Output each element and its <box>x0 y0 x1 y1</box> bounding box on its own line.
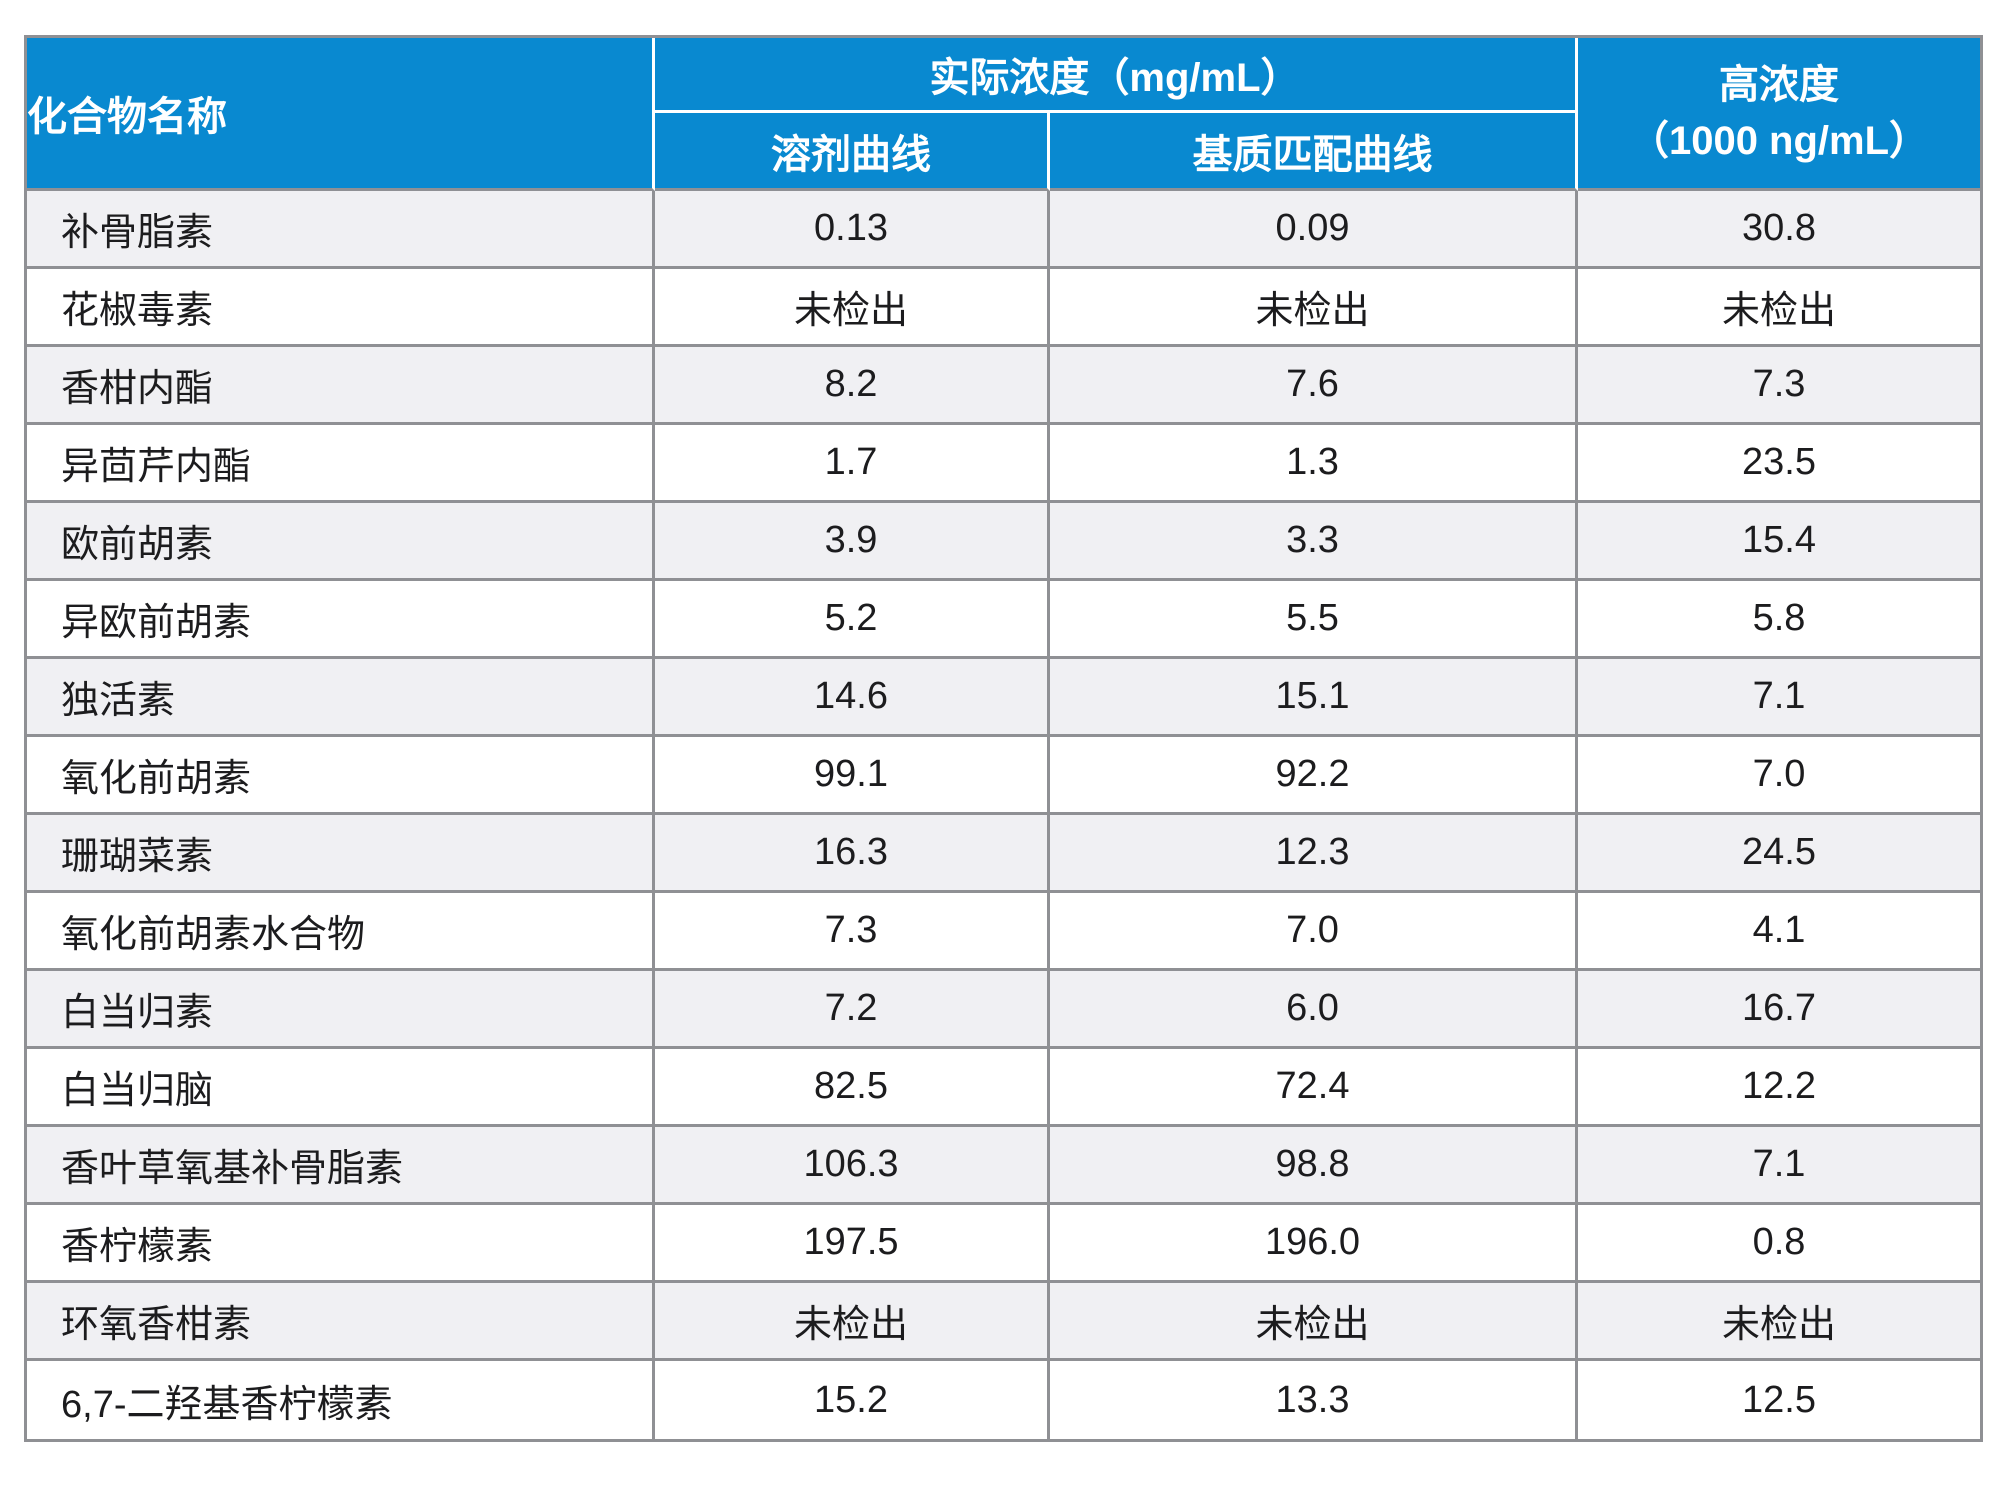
high-concentration-value-cell: 30.8 <box>1578 191 1980 269</box>
solvent-curve-value-cell: 未检出 <box>655 1283 1050 1361</box>
solvent-curve-value-cell: 7.2 <box>655 971 1050 1049</box>
matrix-curve-value-cell: 98.8 <box>1050 1127 1578 1205</box>
table-row: 香叶草氧基补骨脂素 106.3 98.8 7.1 <box>27 1127 1980 1205</box>
matrix-curve-value-cell: 15.1 <box>1050 659 1578 737</box>
concentration-table: 化合物名称 实际浓度（mg/mL） 高浓度 （1000 ng/mL） 溶剂曲线 … <box>24 35 1983 1442</box>
header-solvent-curve: 溶剂曲线 <box>655 113 1050 191</box>
compound-name-cell: 花椒毒素 <box>27 269 655 347</box>
matrix-curve-value-cell: 196.0 <box>1050 1205 1578 1283</box>
solvent-curve-value-cell: 1.7 <box>655 425 1050 503</box>
matrix-curve-value-cell: 12.3 <box>1050 815 1578 893</box>
high-concentration-value-cell: 未检出 <box>1578 269 1980 347</box>
solvent-curve-value-cell: 0.13 <box>655 191 1050 269</box>
matrix-curve-value-cell: 3.3 <box>1050 503 1578 581</box>
table-row: 6,7-二羟基香柠檬素 15.2 13.3 12.5 <box>27 1361 1980 1439</box>
header-actual-concentration: 实际浓度（mg/mL） <box>655 38 1578 113</box>
matrix-curve-value-cell: 未检出 <box>1050 1283 1578 1361</box>
table-row: 花椒毒素 未检出 未检出 未检出 <box>27 269 1980 347</box>
table-row: 氧化前胡素水合物 7.3 7.0 4.1 <box>27 893 1980 971</box>
high-concentration-value-cell: 12.2 <box>1578 1049 1980 1127</box>
high-concentration-value-cell: 未检出 <box>1578 1283 1980 1361</box>
solvent-curve-value-cell: 82.5 <box>655 1049 1050 1127</box>
high-concentration-value-cell: 7.1 <box>1578 1127 1980 1205</box>
compound-name-cell: 氧化前胡素 <box>27 737 655 815</box>
compound-name-cell: 欧前胡素 <box>27 503 655 581</box>
high-concentration-value-cell: 4.1 <box>1578 893 1980 971</box>
header-compound-name: 化合物名称 <box>27 38 655 191</box>
high-concentration-value-cell: 12.5 <box>1578 1361 1980 1439</box>
high-concentration-value-cell: 5.8 <box>1578 581 1980 659</box>
header-matrix-matched-curve: 基质匹配曲线 <box>1050 113 1578 191</box>
table-row: 香柑内酯 8.2 7.6 7.3 <box>27 347 1980 425</box>
high-concentration-value-cell: 24.5 <box>1578 815 1980 893</box>
compound-name-cell: 白当归素 <box>27 971 655 1049</box>
table-row: 白当归素 7.2 6.0 16.7 <box>27 971 1980 1049</box>
table-body: 补骨脂素 0.13 0.09 30.8 花椒毒素 未检出 未检出 未检出 香柑内酯 8.2 7.6 7… <box>27 191 1980 1439</box>
compound-name-cell: 珊瑚菜素 <box>27 815 655 893</box>
compound-name-cell: 6,7-二羟基香柠檬素 <box>27 1361 655 1439</box>
compound-name-cell: 氧化前胡素水合物 <box>27 893 655 971</box>
table-row: 环氧香柑素 未检出 未检出 未检出 <box>27 1283 1980 1361</box>
header-high-concentration-line1: 高浓度 <box>1719 63 1839 107</box>
table-row: 香柠檬素 197.5 196.0 0.8 <box>27 1205 1980 1283</box>
solvent-curve-value-cell: 16.3 <box>655 815 1050 893</box>
matrix-curve-value-cell: 0.09 <box>1050 191 1578 269</box>
table-row: 异茴芹内酯 1.7 1.3 23.5 <box>27 425 1980 503</box>
high-concentration-value-cell: 7.0 <box>1578 737 1980 815</box>
solvent-curve-value-cell: 15.2 <box>655 1361 1050 1439</box>
header-row-2: 溶剂曲线 基质匹配曲线 <box>27 113 1980 191</box>
high-concentration-value-cell: 23.5 <box>1578 425 1980 503</box>
high-concentration-value-cell: 0.8 <box>1578 1205 1980 1283</box>
matrix-curve-value-cell: 未检出 <box>1050 269 1578 347</box>
compound-name-cell: 异茴芹内酯 <box>27 425 655 503</box>
matrix-curve-value-cell: 1.3 <box>1050 425 1578 503</box>
solvent-curve-value-cell: 14.6 <box>655 659 1050 737</box>
high-concentration-value-cell: 15.4 <box>1578 503 1980 581</box>
compound-name-cell: 白当归脑 <box>27 1049 655 1127</box>
header-high-concentration: 高浓度 （1000 ng/mL） <box>1578 38 1980 191</box>
table-header: 化合物名称 实际浓度（mg/mL） 高浓度 （1000 ng/mL） 溶剂曲线 … <box>27 38 1980 191</box>
solvent-curve-value-cell: 未检出 <box>655 269 1050 347</box>
compound-name-cell: 补骨脂素 <box>27 191 655 269</box>
compound-name-cell: 香柑内酯 <box>27 347 655 425</box>
table-row: 珊瑚菜素 16.3 12.3 24.5 <box>27 815 1980 893</box>
header-row-1: 化合物名称 实际浓度（mg/mL） 高浓度 （1000 ng/mL） <box>27 38 1980 191</box>
matrix-curve-value-cell: 7.0 <box>1050 893 1578 971</box>
table-row: 独活素 14.6 15.1 7.1 <box>27 659 1980 737</box>
high-concentration-value-cell: 16.7 <box>1578 971 1980 1049</box>
table-row: 氧化前胡素 99.1 92.2 7.0 <box>27 737 1980 815</box>
compound-name-cell: 香柠檬素 <box>27 1205 655 1283</box>
solvent-curve-value-cell: 8.2 <box>655 347 1050 425</box>
header-high-concentration-line2: （1000 ng/mL） <box>1628 119 1930 163</box>
solvent-curve-value-cell: 7.3 <box>655 893 1050 971</box>
compound-name-cell: 环氧香柑素 <box>27 1283 655 1361</box>
matrix-curve-value-cell: 13.3 <box>1050 1361 1578 1439</box>
compound-name-cell: 异欧前胡素 <box>27 581 655 659</box>
solvent-curve-value-cell: 99.1 <box>655 737 1050 815</box>
matrix-curve-value-cell: 5.5 <box>1050 581 1578 659</box>
solvent-curve-value-cell: 3.9 <box>655 503 1050 581</box>
compound-name-cell: 独活素 <box>27 659 655 737</box>
table-row: 补骨脂素 0.13 0.09 30.8 <box>27 191 1980 269</box>
matrix-curve-value-cell: 92.2 <box>1050 737 1578 815</box>
table-row: 异欧前胡素 5.2 5.5 5.8 <box>27 581 1980 659</box>
solvent-curve-value-cell: 106.3 <box>655 1127 1050 1205</box>
high-concentration-value-cell: 7.1 <box>1578 659 1980 737</box>
table-row: 白当归脑 82.5 72.4 12.2 <box>27 1049 1980 1127</box>
solvent-curve-value-cell: 5.2 <box>655 581 1050 659</box>
solvent-curve-value-cell: 197.5 <box>655 1205 1050 1283</box>
table-row: 欧前胡素 3.9 3.3 15.4 <box>27 503 1980 581</box>
matrix-curve-value-cell: 6.0 <box>1050 971 1578 1049</box>
high-concentration-value-cell: 7.3 <box>1578 347 1980 425</box>
compound-name-cell: 香叶草氧基补骨脂素 <box>27 1127 655 1205</box>
matrix-curve-value-cell: 7.6 <box>1050 347 1578 425</box>
matrix-curve-value-cell: 72.4 <box>1050 1049 1578 1127</box>
